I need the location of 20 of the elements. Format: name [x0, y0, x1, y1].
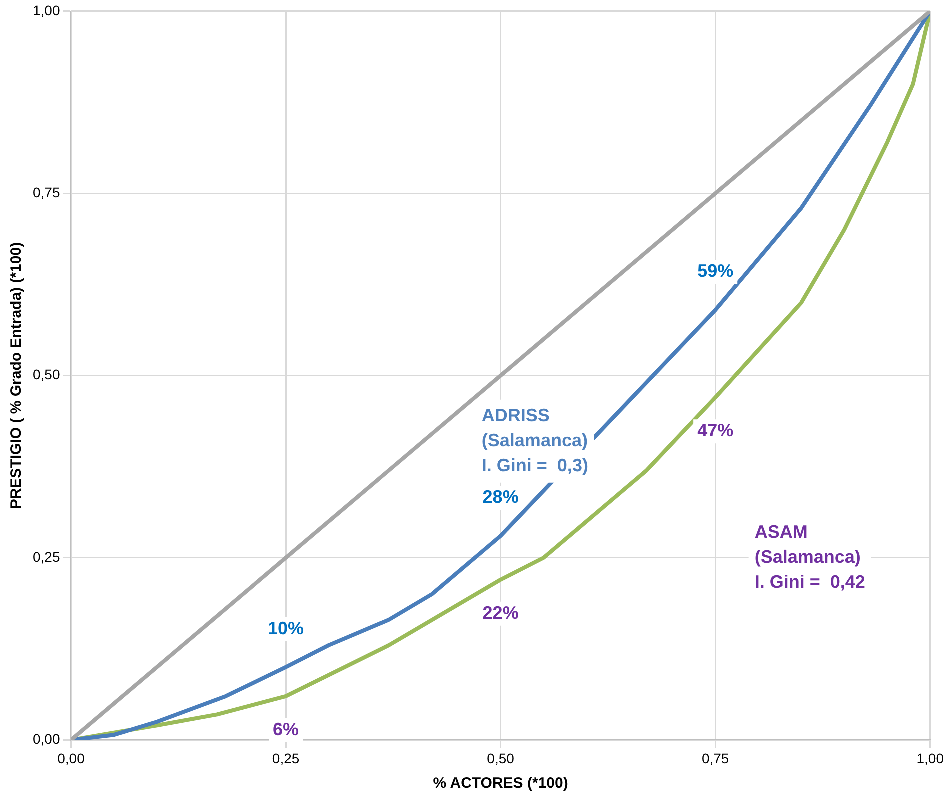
- y-tick-label: 1,00: [33, 2, 60, 18]
- data-label: 6%: [273, 719, 300, 740]
- x-tick-label: 0,75: [702, 750, 730, 766]
- y-tick-label: 0,00: [33, 731, 60, 748]
- annotation: ADRISS (Salamanca) I. Gini = 0,3): [482, 405, 588, 476]
- x-tick-label: 0,00: [58, 750, 86, 766]
- y-tick-label: 0,50: [33, 366, 60, 383]
- x-tick-label: 0,25: [272, 750, 300, 766]
- x-tick-label: 0,50: [487, 750, 515, 766]
- data-label: 10%: [268, 618, 304, 638]
- y-axis-title: PRESTIGIO ( % Grado Entrada) (*100): [8, 242, 26, 510]
- annotation: ASAM (Salamanca) I. Gini = 0,42: [754, 522, 866, 592]
- y-tick-label: 0,75: [33, 184, 60, 200]
- y-tick-label: 0,25: [33, 548, 60, 565]
- x-tick-label: 1,00: [916, 750, 944, 766]
- data-label: 22%: [482, 602, 519, 623]
- data-label: 59%: [698, 261, 734, 282]
- data-label: 28%: [482, 487, 519, 508]
- x-axis-title: % ACTORES (*100): [433, 775, 568, 792]
- data-label: 47%: [698, 420, 734, 441]
